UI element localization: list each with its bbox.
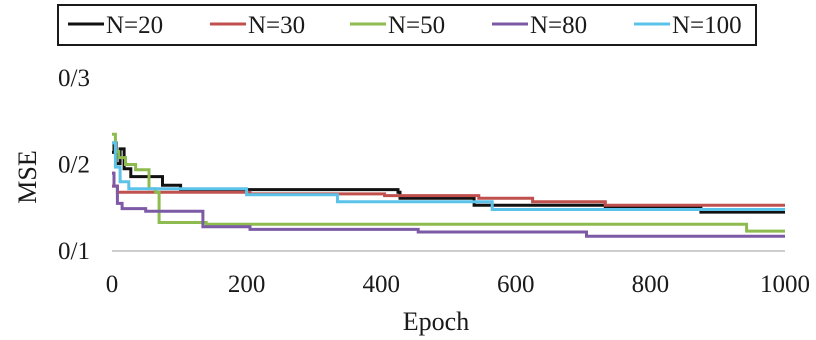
x-tick-label: 400	[362, 271, 400, 298]
y-axis-ticks: 0/1 0/2 0/3	[58, 65, 90, 265]
x-tick-label: 200	[228, 271, 266, 298]
legend: N=20 N=30 N=50 N=80 N=100	[68, 12, 742, 39]
x-axis-title: Epoch	[403, 307, 469, 336]
legend-label: N=20	[106, 12, 163, 39]
x-tick-label: 600	[497, 271, 535, 298]
legend-label: N=100	[672, 12, 742, 39]
y-tick-label: 0/1	[58, 238, 90, 265]
x-axis-ticks: 0 200 400 600 800 1000	[106, 271, 810, 298]
series-line-n-100	[112, 141, 785, 211]
x-tick-label: 0	[106, 271, 119, 298]
legend-label: N=30	[248, 12, 305, 39]
y-axis-title: MSE	[13, 150, 42, 203]
x-tick-label: 800	[632, 271, 670, 298]
y-tick-label: 0/3	[58, 65, 90, 92]
series-line-n-80	[112, 171, 785, 238]
series-group	[112, 132, 785, 238]
y-tick-label: 0/2	[58, 152, 90, 179]
series-line-n-50	[112, 132, 785, 233]
x-tick-label: 1000	[760, 271, 810, 298]
legend-label: N=80	[530, 12, 587, 39]
legend-label: N=50	[388, 12, 445, 39]
